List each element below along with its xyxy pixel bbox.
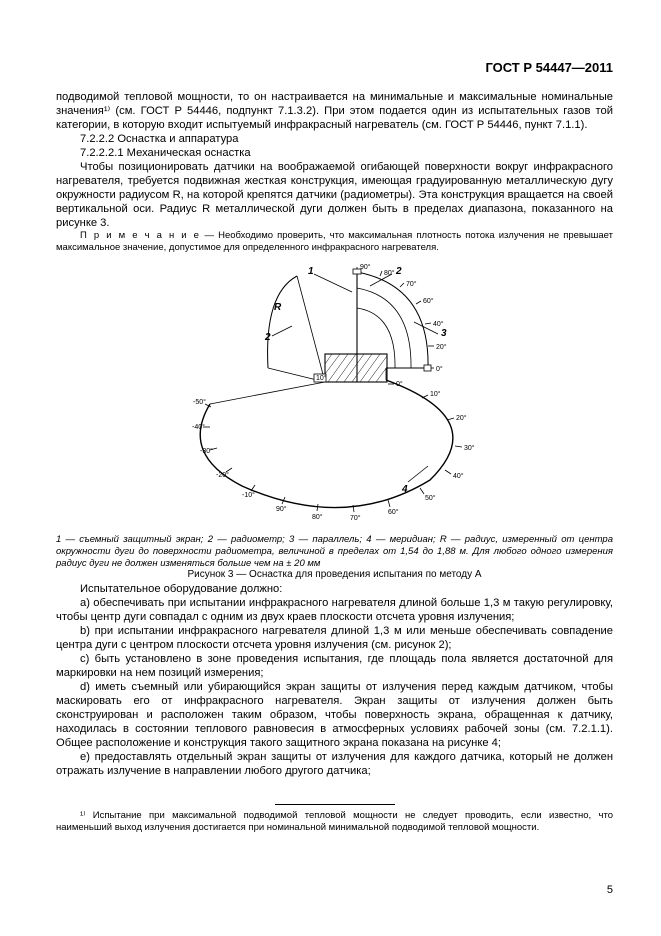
heater-rect (325, 354, 387, 382)
svg-text:20°: 20° (456, 414, 467, 422)
figure-3-legend: 1 — съемный защитный экран; 2 — радиомет… (56, 534, 613, 570)
label-3: 3 (441, 328, 447, 339)
svg-text:50°: 50° (425, 494, 436, 502)
para-3: 7.2.2.2.1 Механическая оснастка (56, 146, 613, 160)
svg-text:60°: 60° (423, 297, 434, 305)
note: П р и м е ч а н и е — Необходимо провери… (56, 230, 613, 254)
figure-angles: 10° 90° 80° 70° 60° 40° 20° 0° 0° 10° 20… (192, 264, 475, 522)
svg-text:-40°: -40° (192, 423, 205, 431)
label-2b: 2 (264, 332, 271, 343)
radiometer-right (424, 365, 431, 371)
svg-text:-10°: -10° (242, 491, 255, 499)
svg-text:80°: 80° (312, 513, 323, 521)
footnote: ¹⁾ Испытание при максимальной подводимой… (56, 810, 613, 834)
label-2a: 2 (395, 266, 402, 277)
svg-text:90°: 90° (360, 264, 371, 271)
label-1: 1 (308, 266, 314, 277)
main-text: подводимой тепловой мощности, то он наст… (56, 90, 613, 834)
svg-text:80°: 80° (384, 269, 395, 277)
svg-text:-30°: -30° (200, 447, 213, 455)
svg-text:-20°: -20° (216, 471, 229, 479)
para-5: Испытательное оборудование должно: (56, 582, 613, 596)
figure-3: 1 2 2 3 4 R 10° 90° 80° 70° 60° 40° 20° … (56, 264, 613, 528)
page-number: 5 (607, 884, 613, 896)
svg-text:70°: 70° (350, 514, 361, 522)
para-7: b) при испытании инфракрасного нагревате… (56, 624, 613, 652)
para-1: подводимой тепловой мощности, то он наст… (56, 90, 613, 132)
leader-4 (408, 466, 428, 482)
para-10: e) предоставлять отдельный экран защиты … (56, 750, 613, 778)
leader-1 (314, 274, 352, 292)
svg-text:30°: 30° (464, 444, 475, 452)
svg-text:40°: 40° (433, 320, 444, 328)
svg-text:0°: 0° (436, 365, 443, 373)
label-4: 4 (401, 484, 408, 495)
svg-text:40°: 40° (453, 472, 464, 480)
figure-3-svg: 1 2 2 3 4 R 10° 90° 80° 70° 60° 40° 20° … (170, 264, 500, 524)
svg-text:70°: 70° (406, 280, 417, 288)
figure-3-title: Рисунок 3 — Оснастка для проведения испы… (56, 569, 613, 582)
guide-left (297, 276, 325, 382)
footnote-rule (275, 804, 395, 805)
para-8: c) быть установлено в зоне проведения ис… (56, 652, 613, 680)
svg-text:90°: 90° (276, 505, 287, 513)
para-2: 7.2.2.2 Оснастка и аппаратура (56, 132, 613, 146)
svg-text:10°: 10° (430, 390, 441, 398)
para-6: a) обеспечивать при испытании инфракрасн… (56, 596, 613, 624)
meridian-start-line (210, 382, 325, 404)
svg-text:10°: 10° (316, 374, 327, 382)
page: ГОСТ Р 54447—2011 подводимой тепловой мо… (0, 0, 661, 936)
leader-2b (272, 326, 292, 336)
svg-text:-50°: -50° (193, 398, 206, 406)
para-9: d) иметь съемный или убирающийся экран з… (56, 680, 613, 750)
svg-text:0°: 0° (396, 380, 403, 388)
note-prefix: П р и м е ч а н и е (80, 230, 200, 241)
meridian-arc (200, 380, 453, 508)
para-4: Чтобы позиционировать датчики на воображ… (56, 160, 613, 230)
parallel-ticks (357, 267, 434, 368)
doc-header: ГОСТ Р 54447—2011 (485, 60, 613, 75)
svg-text:60°: 60° (388, 508, 399, 516)
label-r: R (274, 302, 282, 313)
r-arc-left (267, 276, 296, 368)
svg-text:20°: 20° (436, 343, 447, 351)
